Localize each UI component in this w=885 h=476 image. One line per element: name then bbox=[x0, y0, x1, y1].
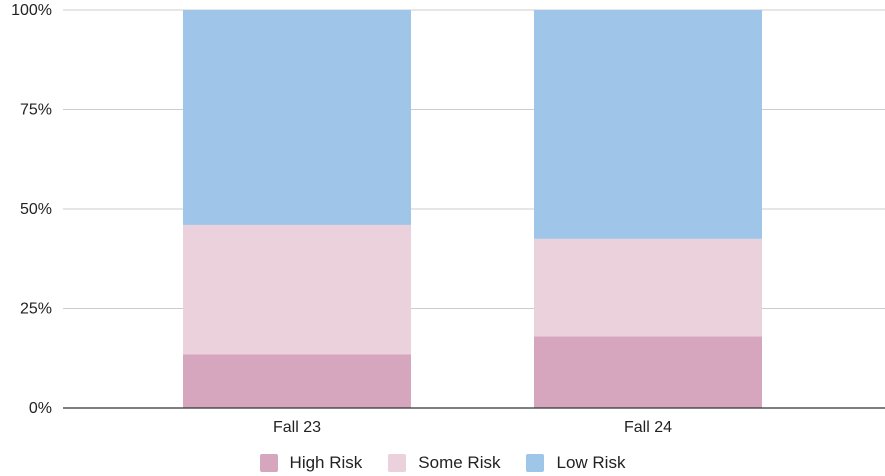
bar-segment-low-risk bbox=[534, 10, 762, 239]
bar-segment-some-risk bbox=[183, 224, 411, 355]
bar-stack-fall-23 bbox=[183, 10, 411, 408]
bar-segment-high-risk bbox=[534, 336, 762, 408]
bar-segment-some-risk bbox=[534, 238, 762, 337]
x-axis: Fall 23 Fall 24 bbox=[63, 407, 885, 436]
legend-swatch-low-risk bbox=[526, 454, 545, 472]
y-tick-label: 25% bbox=[20, 301, 52, 318]
legend-label-some-risk: Some Risk bbox=[418, 453, 501, 472]
legend-label-low-risk: Low Risk bbox=[556, 453, 626, 472]
legend-swatch-high-risk bbox=[259, 454, 278, 472]
legend: High Risk Some Risk Low Risk bbox=[0, 451, 885, 475]
bar-stack-fall-24 bbox=[534, 10, 762, 408]
legend-item-some-risk: Some Risk bbox=[388, 453, 500, 473]
bar-segment-high-risk bbox=[183, 354, 411, 408]
y-axis: 0% 25% 50% 75% 100% bbox=[11, 2, 52, 417]
stacked-bar-chart: 0% 25% 50% 75% 100% Fall 23 Fall 24 bbox=[11, 2, 885, 436]
y-tick-label: 50% bbox=[20, 201, 52, 218]
legend-item-low-risk: Low Risk bbox=[526, 453, 625, 473]
y-tick-label: 0% bbox=[29, 400, 52, 417]
y-tick-label: 100% bbox=[11, 2, 52, 19]
legend-label-high-risk: High Risk bbox=[289, 453, 363, 472]
x-tick-label: Fall 23 bbox=[273, 419, 321, 436]
bars bbox=[183, 10, 762, 408]
x-tick-label: Fall 24 bbox=[624, 419, 672, 436]
y-tick-label: 75% bbox=[20, 102, 52, 119]
legend-item-high-risk: High Risk bbox=[259, 453, 363, 473]
legend-swatch-some-risk bbox=[388, 454, 407, 472]
bar-segment-low-risk bbox=[183, 10, 411, 225]
